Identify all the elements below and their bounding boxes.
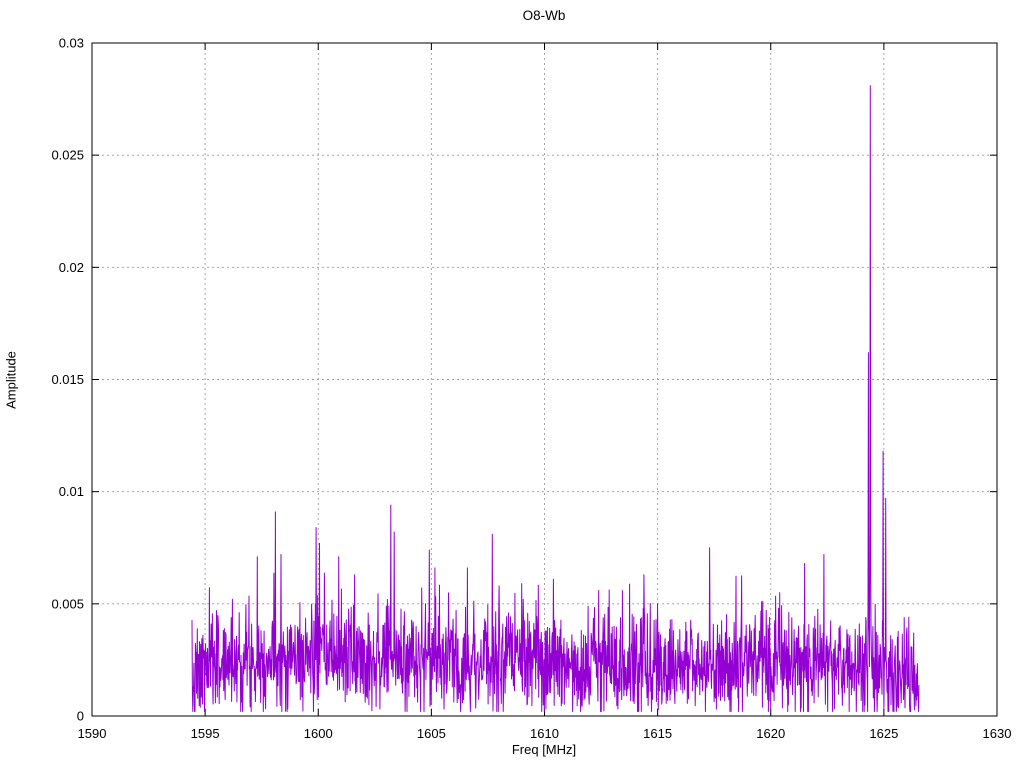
x-tick-label: 1600 xyxy=(304,726,333,741)
x-tick-label: 1605 xyxy=(417,726,446,741)
x-axis-label: Freq [MHz] xyxy=(511,742,577,757)
y-tick-label: 0.03 xyxy=(59,36,84,51)
y-tick-label: 0.02 xyxy=(59,260,84,275)
y-tick-label: 0.01 xyxy=(59,484,84,499)
x-tick-label: 1625 xyxy=(869,726,898,741)
y-tick-label: 0.025 xyxy=(51,148,84,163)
x-tick-label: 1620 xyxy=(756,726,785,741)
x-tick-label: 1590 xyxy=(78,726,107,741)
chart-title: O8-Wb xyxy=(522,8,566,23)
x-tick-label: 1610 xyxy=(530,726,559,741)
x-tick-label: 1630 xyxy=(983,726,1012,741)
x-tick-label: 1595 xyxy=(191,726,220,741)
x-tick-label: 1615 xyxy=(643,726,672,741)
y-tick-label: 0 xyxy=(77,709,84,724)
spectrum-trace xyxy=(191,85,920,712)
y-tick-label: 0.015 xyxy=(51,372,84,387)
y-tick-label: 0.005 xyxy=(51,596,84,611)
